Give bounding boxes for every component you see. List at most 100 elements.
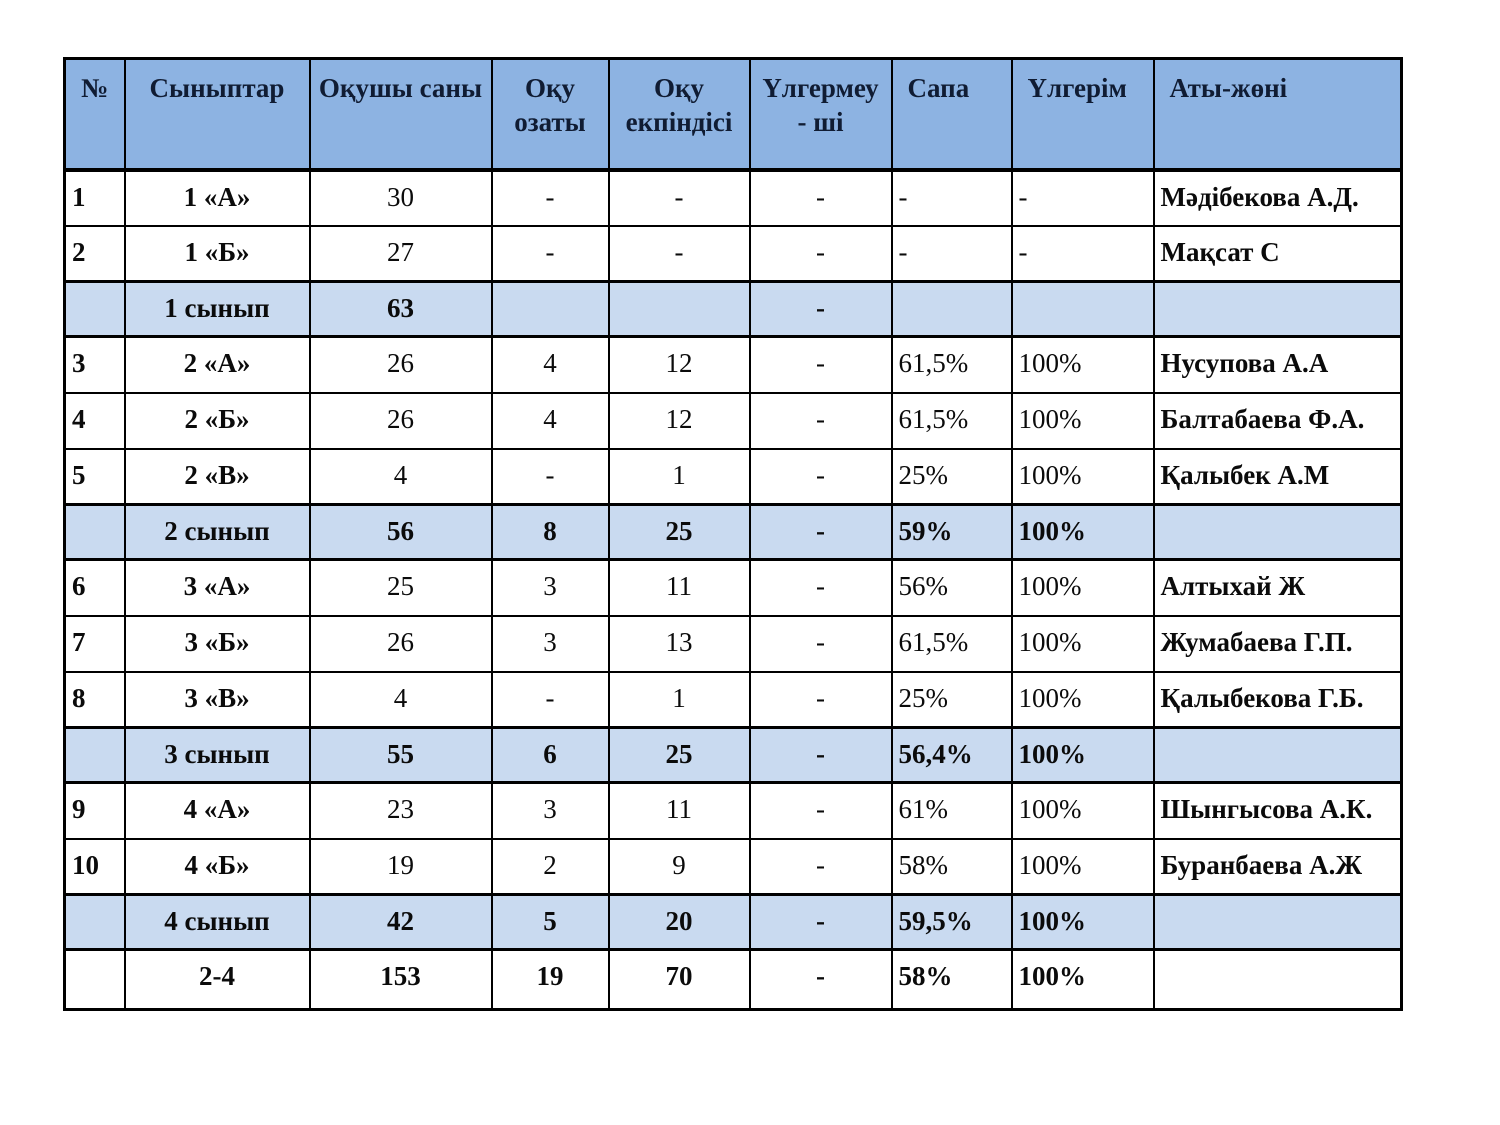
cell-r7-c3: 3 <box>490 558 610 617</box>
cell-r10-c6: 56,4% <box>890 726 1013 784</box>
column-header-7: Үлгерім <box>1010 57 1155 172</box>
cell-r12-c7: 100% <box>1010 837 1155 896</box>
cell-r0-c0: 1 <box>63 168 126 227</box>
cell-r1-c6: - <box>890 224 1013 283</box>
summary-row: 3 сынып 55 6 25-56,4% 100% <box>63 726 1403 784</box>
cell-r5-c0: 5 <box>63 447 126 506</box>
cell-r13-c1: 4 сынып <box>123 893 311 951</box>
cell-r13-c6: 59,5% <box>890 893 1013 951</box>
column-header-2: Оқушы саны <box>308 57 493 172</box>
cell-r4-c0: 4 <box>63 391 126 450</box>
cell-r6-c8 <box>1152 503 1403 561</box>
cell-r8-c6: 61,5% <box>890 614 1013 673</box>
cell-r10-c1: 3 сынып <box>123 726 311 784</box>
cell-r9-c0: 8 <box>63 670 126 729</box>
cell-r3-c5: - <box>748 335 893 394</box>
cell-r4-c6: 61,5% <box>890 391 1013 450</box>
cell-r5-c1: 2 «В» <box>123 447 311 506</box>
cell-r1-c7: - <box>1010 224 1155 283</box>
cell-r10-c0 <box>63 726 126 784</box>
cell-r1-c8: Мақсат С <box>1152 224 1403 283</box>
cell-r2-c2: 63 <box>308 280 493 338</box>
cell-r3-c3: 4 <box>490 335 610 394</box>
cell-r12-c2: 19 <box>308 837 493 896</box>
cell-r4-c2: 26 <box>308 391 493 450</box>
cell-r11-c3: 3 <box>490 781 610 840</box>
cell-r5-c6: 25% <box>890 447 1013 506</box>
cell-r1-c5: - <box>748 224 893 283</box>
cell-r10-c3: 6 <box>490 726 610 784</box>
cell-r7-c8: Алтыхай Ж <box>1152 558 1403 617</box>
table-header: № Сыныптар Оқушы саны Оқу озаты Оқу екпіндіс… <box>63 57 1403 172</box>
cell-r13-c2: 42 <box>308 893 493 951</box>
cell-r11-c2: 23 <box>308 781 493 840</box>
cell-r4-c4: 12 <box>607 391 751 450</box>
cell-r9-c8: Қалыбекова Г.Б. <box>1152 670 1403 729</box>
cell-r4-c3: 4 <box>490 391 610 450</box>
cell-r8-c0: 7 <box>63 614 126 673</box>
cell-r1-c0: 2 <box>63 224 126 283</box>
cell-r7-c4: 11 <box>607 558 751 617</box>
cell-r6-c5: - <box>748 503 893 561</box>
cell-r2-c3 <box>490 280 610 338</box>
cell-r7-c6: 56% <box>890 558 1013 617</box>
cell-r3-c1: 2 «А» <box>123 335 311 394</box>
cell-r5-c8: Қалыбек А.М <box>1152 447 1403 506</box>
cell-r8-c5: - <box>748 614 893 673</box>
cell-r8-c3: 3 <box>490 614 610 673</box>
cell-r13-c5: - <box>748 893 893 951</box>
cell-r7-c2: 25 <box>308 558 493 617</box>
cell-r0-c6: - <box>890 168 1013 227</box>
header-row: № Сыныптар Оқушы саны Оқу озаты Оқу екпіндіс… <box>63 57 1403 172</box>
cell-r14-c4: 70 <box>607 948 751 1011</box>
cell-r5-c7: 100% <box>1010 447 1155 506</box>
cell-r2-c0 <box>63 280 126 338</box>
column-header-8: Аты-жөні <box>1152 57 1403 172</box>
cell-r0-c3: - <box>490 168 610 227</box>
cell-r11-c1: 4 «А» <box>123 781 311 840</box>
cell-r4-c5: - <box>748 391 893 450</box>
cell-r9-c2: 4 <box>308 670 493 729</box>
cell-r1-c2: 27 <box>308 224 493 283</box>
cell-r8-c7: 100% <box>1010 614 1155 673</box>
cell-r6-c7: 100% <box>1010 503 1155 561</box>
cell-r11-c4: 11 <box>607 781 751 840</box>
cell-r4-c1: 2 «Б» <box>123 391 311 450</box>
cell-r13-c7: 100% <box>1010 893 1155 951</box>
cell-r13-c0 <box>63 893 126 951</box>
cell-r12-c0: 10 <box>63 837 126 896</box>
cell-r6-c6: 59% <box>890 503 1013 561</box>
cell-r8-c4: 13 <box>607 614 751 673</box>
cell-r9-c1: 3 «В» <box>123 670 311 729</box>
cell-r8-c8: Жумабаева Г.П. <box>1152 614 1403 673</box>
table-row: 10 4 «Б» 19 2 9-58% 100% Буранбаева А.Ж <box>63 837 1403 896</box>
cell-r1-c1: 1 «Б» <box>123 224 311 283</box>
cell-r7-c0: 6 <box>63 558 126 617</box>
cell-r14-c2: 153 <box>308 948 493 1011</box>
cell-r7-c1: 3 «А» <box>123 558 311 617</box>
total-row: 2-4 153 19 70-58% 100% <box>63 948 1403 1011</box>
cell-r3-c2: 26 <box>308 335 493 394</box>
cell-r14-c1: 2-4 <box>123 948 311 1011</box>
cell-r12-c5: - <box>748 837 893 896</box>
cell-r10-c4: 25 <box>607 726 751 784</box>
cell-r2-c1: 1 сынып <box>123 280 311 338</box>
cell-r6-c4: 25 <box>607 503 751 561</box>
cell-r0-c1: 1 «А» <box>123 168 311 227</box>
cell-r6-c2: 56 <box>308 503 493 561</box>
cell-r12-c6: 58% <box>890 837 1013 896</box>
column-header-6: Сапа <box>890 57 1013 172</box>
cell-r14-c6: 58% <box>890 948 1013 1011</box>
cell-r3-c7: 100% <box>1010 335 1155 394</box>
cell-r9-c5: - <box>748 670 893 729</box>
cell-r2-c8 <box>1152 280 1403 338</box>
cell-r2-c7 <box>1010 280 1155 338</box>
